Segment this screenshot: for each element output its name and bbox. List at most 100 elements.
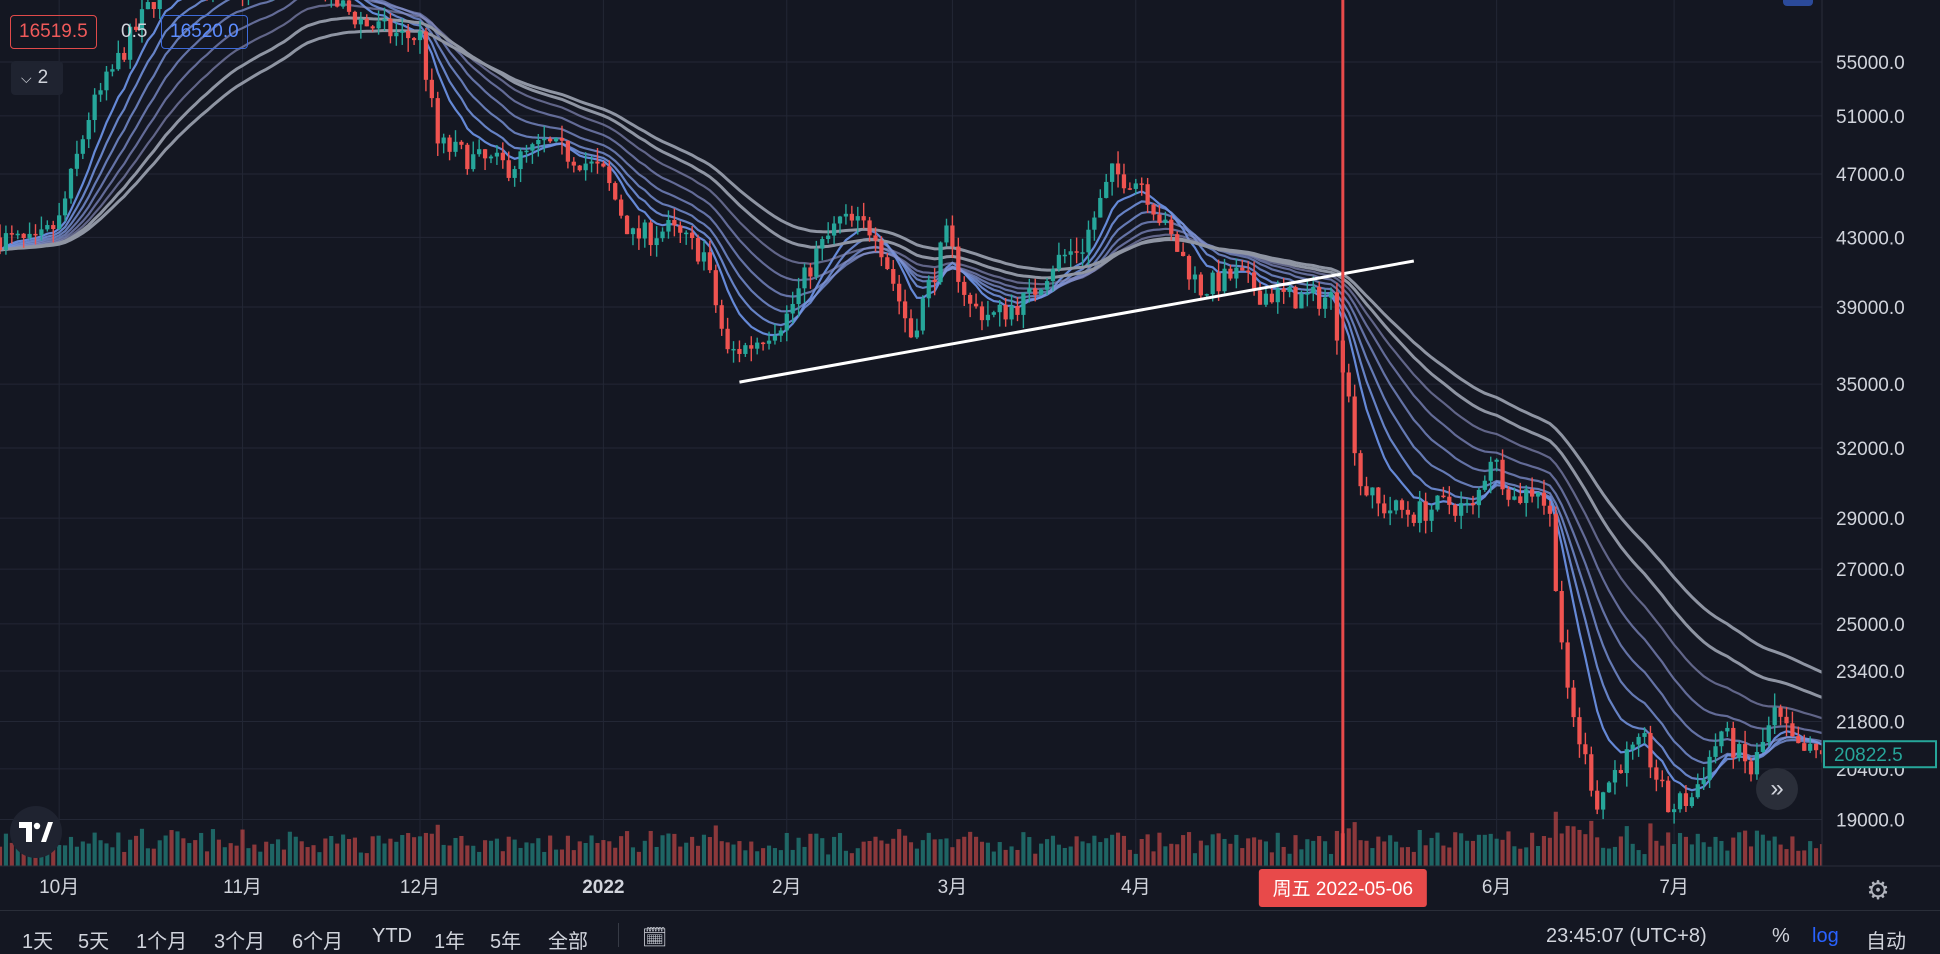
volume-bar — [1435, 832, 1440, 866]
candle-body — [1388, 510, 1393, 514]
candle-body — [1293, 286, 1298, 309]
log-scale-toggle[interactable]: log — [1812, 925, 1839, 947]
volume-bar — [388, 838, 393, 866]
candle-body — [1322, 297, 1328, 309]
candle-body — [1039, 289, 1044, 295]
candle-body — [1719, 731, 1724, 747]
candle-body — [956, 246, 961, 282]
range-ytd-button[interactable]: YTD — [372, 925, 412, 947]
volume-bar — [1470, 840, 1476, 866]
volume-bar — [1234, 834, 1239, 866]
candle-body — [1370, 487, 1375, 496]
volume-bar — [731, 844, 736, 866]
candle-body — [1269, 293, 1274, 303]
volume-bar — [1488, 833, 1493, 866]
price-tick-label: 43000.0 — [1836, 228, 1905, 249]
volume-bar — [565, 835, 570, 866]
candle-body — [973, 303, 979, 307]
volume-bar — [1186, 832, 1192, 866]
volume-bar — [1689, 844, 1694, 866]
volume-bar — [222, 847, 227, 866]
candle-body — [471, 154, 476, 170]
candle-body — [843, 213, 849, 217]
candle-body — [1488, 461, 1493, 481]
volume-bar — [1677, 833, 1683, 866]
volume-bar — [453, 837, 458, 866]
tradingview-logo-icon[interactable] — [10, 806, 62, 858]
date-range-icon[interactable]: 🗓 — [642, 927, 668, 949]
volume-bar — [1175, 844, 1180, 866]
buy-price-button[interactable]: 16520.0 — [161, 15, 248, 49]
volume-bar — [1417, 829, 1422, 866]
time-axis-background — [0, 866, 1940, 910]
volume-bar — [412, 837, 417, 866]
volume-bar — [1737, 832, 1742, 866]
volume-bar — [607, 841, 612, 866]
volume-bar — [477, 851, 482, 866]
volume-bar — [187, 843, 192, 866]
last-price-label: 20822.5 — [1834, 745, 1903, 766]
volume-bar — [1222, 838, 1227, 866]
volume-bar — [240, 829, 245, 866]
price-chart[interactable]: 55000.0 51000.0 47000.0 43000.0 39000.0 35000… — [0, 0, 1940, 910]
candle-body — [340, 0, 346, 7]
volume-bar — [21, 844, 26, 866]
toolbar-indicator[interactable] — [1783, 0, 1813, 6]
candle-body — [1500, 459, 1505, 490]
candle-body — [719, 305, 724, 329]
percent-scale-toggle[interactable]: % — [1772, 925, 1790, 947]
candle-body — [1506, 489, 1511, 500]
volume-bar — [802, 846, 807, 866]
volume-bar — [1530, 832, 1535, 866]
scroll-to-realtime-icon[interactable]: » — [1756, 768, 1798, 810]
candle-body — [595, 161, 600, 164]
candle-body — [979, 306, 985, 321]
volume-bar — [778, 850, 783, 866]
volume-bar — [879, 840, 884, 866]
candle-body — [1382, 503, 1387, 514]
candle-body — [1405, 509, 1411, 515]
candle-body — [1512, 496, 1517, 500]
volume-bar — [1033, 853, 1038, 866]
collapse-indicators-button[interactable]: ⌵ 2 — [11, 61, 63, 95]
volume-bar — [1151, 851, 1156, 866]
candle-body — [1577, 717, 1582, 745]
gear-icon[interactable]: ⚙ — [1866, 874, 1890, 905]
volume-bar — [1748, 846, 1754, 866]
candle-body — [938, 242, 943, 283]
candle-body — [867, 220, 872, 236]
volume-bar — [1269, 852, 1274, 866]
volume-bar — [601, 840, 606, 866]
candle-body — [51, 225, 56, 230]
candle-body — [1530, 489, 1535, 497]
volume-bar — [270, 843, 275, 866]
volume-bar — [1246, 838, 1251, 866]
candle-body — [1630, 744, 1635, 750]
volume-bar — [1494, 838, 1499, 866]
volume-bar — [1606, 848, 1612, 866]
candle-body — [1251, 272, 1257, 291]
volume-bar — [305, 847, 310, 866]
volume-bar — [808, 833, 813, 866]
volume-bar — [1423, 845, 1428, 866]
candle-body — [1015, 306, 1020, 315]
bottom-toolbar: 1天 5天 1个月 3个月 6个月 YTD 1年 5年 全部 🗓 23:45:0… — [0, 910, 1940, 953]
sell-price-button[interactable]: 16519.5 — [10, 15, 97, 49]
volume-bar — [311, 845, 316, 866]
clock-readout[interactable]: 23:45:07 (UTC+8) — [1546, 925, 1707, 947]
candle-body — [1417, 501, 1422, 523]
volume-bar — [1044, 839, 1050, 866]
candle-body — [1642, 733, 1647, 737]
candle-body — [62, 198, 68, 216]
candle-body — [1281, 288, 1286, 292]
volume-bar — [1228, 843, 1233, 866]
candle-body — [1666, 780, 1671, 813]
candle-body — [1127, 188, 1133, 190]
volume-bar — [1583, 834, 1588, 866]
candle-body — [725, 328, 730, 350]
ema-line — [0, 0, 1823, 781]
candle-body — [1476, 489, 1482, 506]
candle-body — [1524, 489, 1529, 504]
volume-bar — [193, 840, 198, 866]
candle-body — [897, 283, 902, 302]
